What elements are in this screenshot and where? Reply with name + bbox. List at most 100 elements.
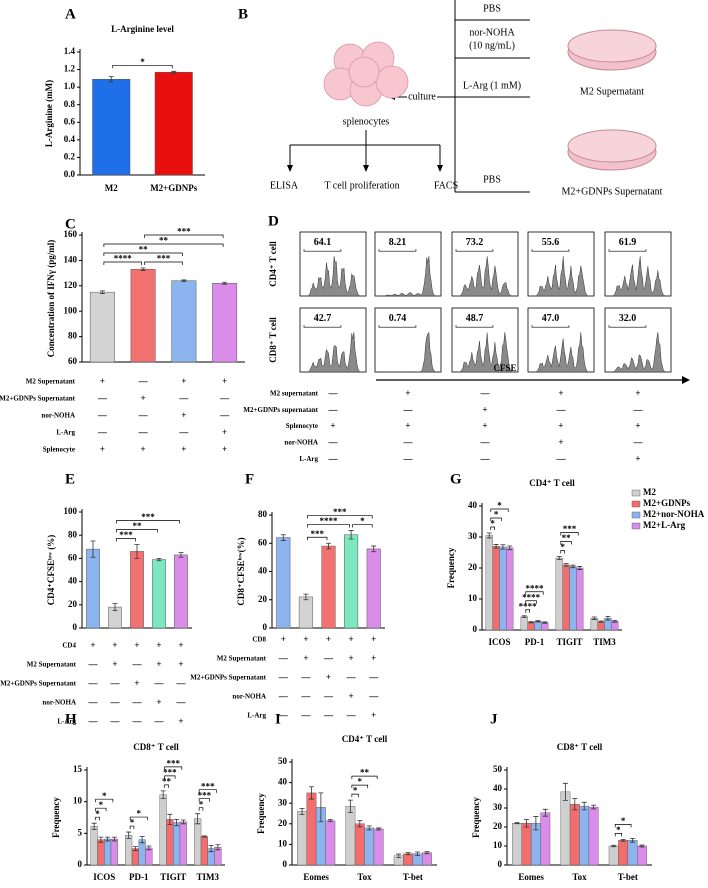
condition-mark: — <box>323 653 334 663</box>
condition-mark: — <box>328 388 339 398</box>
condition-mark: — <box>346 672 357 682</box>
bar <box>131 848 139 866</box>
condition-mark: — <box>278 653 289 663</box>
y-tick-label: 0 <box>73 622 78 632</box>
bar <box>130 269 156 363</box>
legend-swatch <box>631 522 641 530</box>
significance-bracket <box>116 529 158 533</box>
arrow-head <box>437 165 443 172</box>
y-tick-label: 10 <box>73 796 83 806</box>
error-bar <box>376 827 382 831</box>
histogram <box>452 256 518 297</box>
y-axis-label: Frequency <box>446 547 456 588</box>
error-bar <box>171 70 177 74</box>
x-tick-label: M2+GDNPs <box>150 183 198 193</box>
bar <box>173 822 181 866</box>
y-tick-label: 40 <box>493 783 503 793</box>
error-bar <box>556 556 562 561</box>
gate <box>303 249 342 252</box>
significance-label: * <box>560 542 565 552</box>
significance-label: ** <box>139 245 149 255</box>
significance-label: *** <box>157 254 171 264</box>
significance-label: ** <box>162 776 172 786</box>
y-tick-label: 10 <box>493 840 503 850</box>
condition-mark: — <box>300 672 311 682</box>
panel-label: E <box>65 471 75 487</box>
cells-label: splenocytes <box>343 116 390 127</box>
legend-swatch <box>631 511 641 519</box>
condition-label: L-Arg <box>247 712 266 720</box>
legend-label: M2+GDNPs <box>643 498 691 508</box>
significance-bracket <box>614 824 632 828</box>
gate <box>608 325 647 328</box>
significance-bracket <box>129 825 135 830</box>
bar <box>569 566 577 631</box>
condition-mark: + <box>349 691 354 701</box>
readout: T cell proliferation <box>324 180 399 191</box>
condition-label: M2 Supernatant <box>27 661 77 669</box>
dish <box>567 29 657 63</box>
condition-mark: + <box>141 444 146 454</box>
bar <box>171 280 197 363</box>
y-tick-label: 10 <box>278 838 288 848</box>
condition-mark: — <box>132 716 143 726</box>
error-bar <box>112 603 118 611</box>
error-bar <box>303 593 309 601</box>
panel-label: J <box>490 711 498 727</box>
condition-label: L-Arg <box>57 718 76 726</box>
bar <box>97 839 105 866</box>
condition-label: nor-NOHA <box>41 412 75 420</box>
error-bar <box>493 544 499 549</box>
condition-mark: + <box>181 376 186 386</box>
panel-label: A <box>65 6 76 22</box>
condition-mark: — <box>633 404 644 414</box>
error-bar <box>570 564 576 569</box>
y-tick-label: 50 <box>278 756 288 766</box>
y-tick-label: 20 <box>493 821 503 831</box>
y-tick-label: 0.8 <box>64 99 76 109</box>
error-bar <box>195 813 201 825</box>
y-tick-label: 15 <box>73 764 83 774</box>
condition-mark: — <box>97 393 108 403</box>
y-tick-label: 20 <box>278 818 288 828</box>
error-bar <box>528 621 534 624</box>
condition-label: Splenocyte <box>43 446 75 454</box>
condition-label: L-Arg <box>56 429 75 437</box>
y-tick-label: 5 <box>78 827 83 837</box>
significance-label: * <box>199 799 204 809</box>
x-tick-label: Eomes <box>518 872 544 882</box>
significance-bracket <box>307 524 350 528</box>
y-tick-label: 100 <box>64 506 78 516</box>
condition-mark: + <box>635 421 640 431</box>
condition-label: M2+GDNPs Supernatant <box>0 395 76 403</box>
condition-label: nor-NOHA <box>42 699 76 707</box>
x-tick-label: TIGIT <box>160 872 186 882</box>
significance-bracket <box>144 261 183 266</box>
bar <box>154 71 193 176</box>
significance-label: *** <box>167 758 181 768</box>
significance-label: * <box>490 519 495 529</box>
y-tick-label: 1.0 <box>64 81 76 91</box>
error-bar <box>178 552 184 558</box>
condition-mark: + <box>371 710 376 720</box>
condition-mark: — <box>300 710 311 720</box>
bar <box>555 557 563 631</box>
treatment: L-Arg (1 mM) <box>463 80 521 91</box>
significance-bracket <box>198 789 217 793</box>
significance-label: ** <box>133 521 143 531</box>
y-tick-label: 160 <box>64 229 78 239</box>
significance-label: *** <box>310 529 324 539</box>
y-tick-label: 30 <box>278 797 288 807</box>
bar <box>597 621 605 631</box>
bar <box>92 78 131 176</box>
y-tick-label: 0 <box>498 859 503 869</box>
error-bar <box>366 825 372 831</box>
significance-bracket <box>490 526 495 530</box>
dish-label: M2 Supernatant <box>580 86 644 97</box>
bar <box>627 840 638 866</box>
significance-bracket <box>103 252 183 257</box>
condition-mark: + <box>326 672 331 682</box>
error-bar <box>514 822 520 825</box>
y-tick-label: 0 <box>473 624 478 634</box>
error-bar <box>542 621 548 624</box>
